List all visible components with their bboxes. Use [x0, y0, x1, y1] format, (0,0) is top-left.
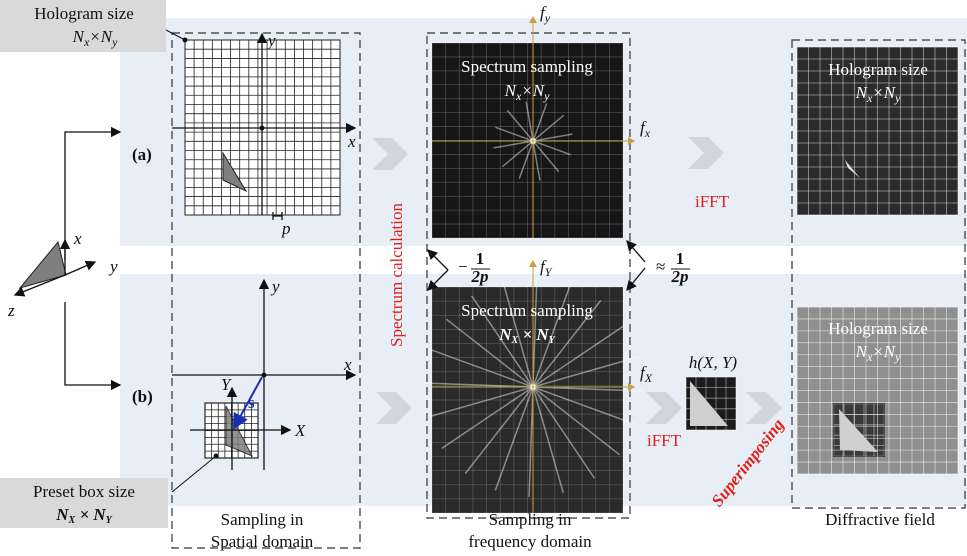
object [20, 242, 66, 288]
bw-right-sign: ≈ [656, 257, 665, 276]
caption-spatial-1: Sampling in [221, 510, 304, 529]
axis-label-Y: Y [221, 375, 232, 394]
bw-left-num: 1 [476, 249, 485, 268]
caption-frequency-1: Sampling in [489, 510, 572, 529]
ifft-b: iFFT [647, 431, 682, 450]
caption-field: Diffractive field [825, 510, 935, 529]
bw-left-den: 2p [471, 267, 489, 286]
hologram-a-dims: Nx×Ny [855, 83, 901, 105]
preset-dims: NX × NY [55, 505, 112, 526]
kernel-label: h(X, Y) [689, 353, 738, 372]
obj-axis-y [65, 262, 95, 275]
ifft-a: iFFT [695, 192, 730, 211]
axis-label-x-b: x [343, 355, 352, 374]
bw-arrow-left-up [428, 250, 448, 270]
preset-title: Preset box size [33, 482, 135, 501]
axis-label-X: X [294, 421, 306, 440]
spectrum-calculation: Spectrum calculation [387, 203, 406, 347]
hologram-label-title: Hologram size [34, 4, 134, 23]
branch-b [65, 302, 120, 385]
shift-label: s [248, 393, 255, 412]
hologram-b-title: Hologram size [828, 319, 928, 338]
spectrum-a-dims: Nx×Ny [504, 81, 550, 103]
origin-b [262, 373, 267, 378]
obj-label-x: x [73, 229, 82, 248]
hologram-a-title: Hologram size [828, 60, 928, 79]
spectrum-b-dims: NX × NY [498, 325, 555, 346]
bw-left-sign: − [458, 257, 468, 276]
axis-label-y-b: y [270, 277, 280, 296]
axis-label-y-a: y [266, 31, 276, 50]
obj-label-z: z [7, 301, 15, 320]
spectrum-a-title: Spectrum sampling [461, 57, 593, 76]
hologram-label-dims: Nx×Ny [72, 27, 118, 49]
row-label-a: (a) [132, 145, 152, 164]
bw-right-den: 2p [671, 267, 689, 286]
bw-right-num: 1 [676, 249, 685, 268]
axis-label-x-a: x [347, 132, 356, 151]
hologram-b-dims: Nx×Ny [855, 342, 901, 364]
row-label-b: (b) [132, 387, 153, 406]
origin-a [260, 126, 265, 131]
obj-label-y: y [108, 257, 118, 276]
caption-frequency-2: frequency domain [468, 532, 592, 551]
caption-spatial-2: Spatial domain [211, 532, 314, 551]
grid-corner [183, 38, 188, 43]
fy-label-a: fy [540, 3, 551, 25]
fy-label-b: fY [540, 257, 553, 279]
pitch-label: p [281, 219, 291, 238]
diagram: Hologram size Nx×Ny (a) (b) x y p x y z … [0, 0, 967, 556]
spectrum-b-title: Spectrum sampling [461, 301, 593, 320]
